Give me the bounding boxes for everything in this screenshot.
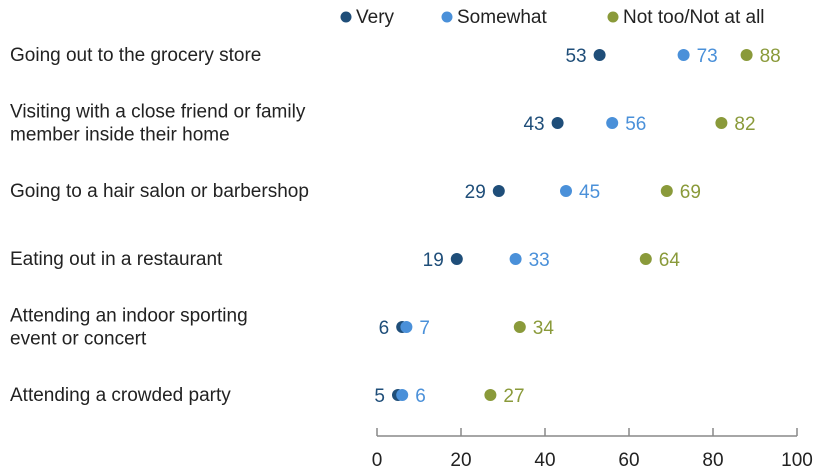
category-label: Attending an indoor sporting bbox=[10, 306, 248, 327]
data-point-0 bbox=[450, 253, 463, 265]
data-label-1: 6 bbox=[415, 386, 426, 407]
data-point-1 bbox=[677, 49, 690, 61]
category-label: event or concert bbox=[10, 329, 147, 350]
x-axis: 0 20 40 60 80 100 bbox=[372, 428, 813, 471]
data-label-0: 53 bbox=[565, 46, 586, 67]
x-tick-label: 20 bbox=[450, 450, 471, 470]
data-point-2 bbox=[484, 389, 497, 401]
data-point-1 bbox=[400, 321, 413, 333]
x-tick-label: 40 bbox=[534, 450, 555, 470]
data-label-1: 56 bbox=[625, 114, 646, 135]
data-point-2 bbox=[513, 321, 526, 333]
data-label-2: 69 bbox=[680, 182, 701, 203]
x-tick-label: 80 bbox=[702, 450, 723, 470]
category-label: Attending a crowded party bbox=[10, 385, 231, 406]
data-label-1: 45 bbox=[579, 182, 600, 203]
data-label-2: 34 bbox=[533, 318, 555, 339]
legend-swatch-1 bbox=[441, 11, 453, 23]
legend-label-1: Somewhat bbox=[457, 7, 547, 28]
data-label-2: 88 bbox=[760, 46, 781, 67]
legend: Very Somewhat Not too/Not at all bbox=[340, 7, 765, 28]
data-point-1 bbox=[606, 117, 619, 129]
data-point-1 bbox=[560, 185, 572, 197]
data-label-0: 29 bbox=[465, 182, 486, 203]
data-point-0 bbox=[593, 49, 606, 61]
data-point-0 bbox=[492, 185, 505, 197]
data-point-2 bbox=[639, 253, 652, 265]
data-point-2 bbox=[740, 49, 753, 61]
data-point-1 bbox=[509, 253, 522, 265]
data-point-1 bbox=[396, 389, 409, 401]
legend-label-0: Very bbox=[356, 7, 395, 28]
x-tick-label: 100 bbox=[781, 450, 813, 470]
data-label-0: 19 bbox=[423, 250, 444, 271]
data-label-2: 82 bbox=[734, 114, 755, 135]
legend-swatch-2 bbox=[607, 11, 619, 23]
data-label-2: 27 bbox=[503, 386, 524, 407]
category-labels: Going out to the grocery store Visiting w… bbox=[10, 45, 309, 406]
data-label-2: 64 bbox=[659, 250, 681, 271]
category-label: member inside their home bbox=[10, 125, 230, 146]
legend-label-2: Not too/Not at all bbox=[623, 7, 765, 28]
category-label: Eating out in a restaurant bbox=[10, 249, 223, 270]
data-point-0 bbox=[551, 117, 564, 129]
category-label: Going out to the grocery store bbox=[10, 45, 261, 66]
data-point-2 bbox=[660, 185, 673, 197]
category-label: Visiting with a close friend or family bbox=[10, 102, 306, 123]
data-point-2 bbox=[715, 117, 728, 129]
x-tick-label: 60 bbox=[618, 450, 639, 470]
category-label: Going to a hair salon or barbershop bbox=[10, 181, 309, 202]
data-label-0: 5 bbox=[374, 386, 385, 407]
x-tick-label: 0 bbox=[372, 450, 383, 470]
data-label-0: 6 bbox=[379, 318, 390, 339]
data-label-1: 33 bbox=[529, 250, 550, 271]
data-label-1: 73 bbox=[697, 46, 718, 67]
legend-swatch-0 bbox=[340, 11, 352, 23]
data-label-0: 43 bbox=[523, 114, 544, 135]
data-label-1: 7 bbox=[419, 318, 430, 339]
